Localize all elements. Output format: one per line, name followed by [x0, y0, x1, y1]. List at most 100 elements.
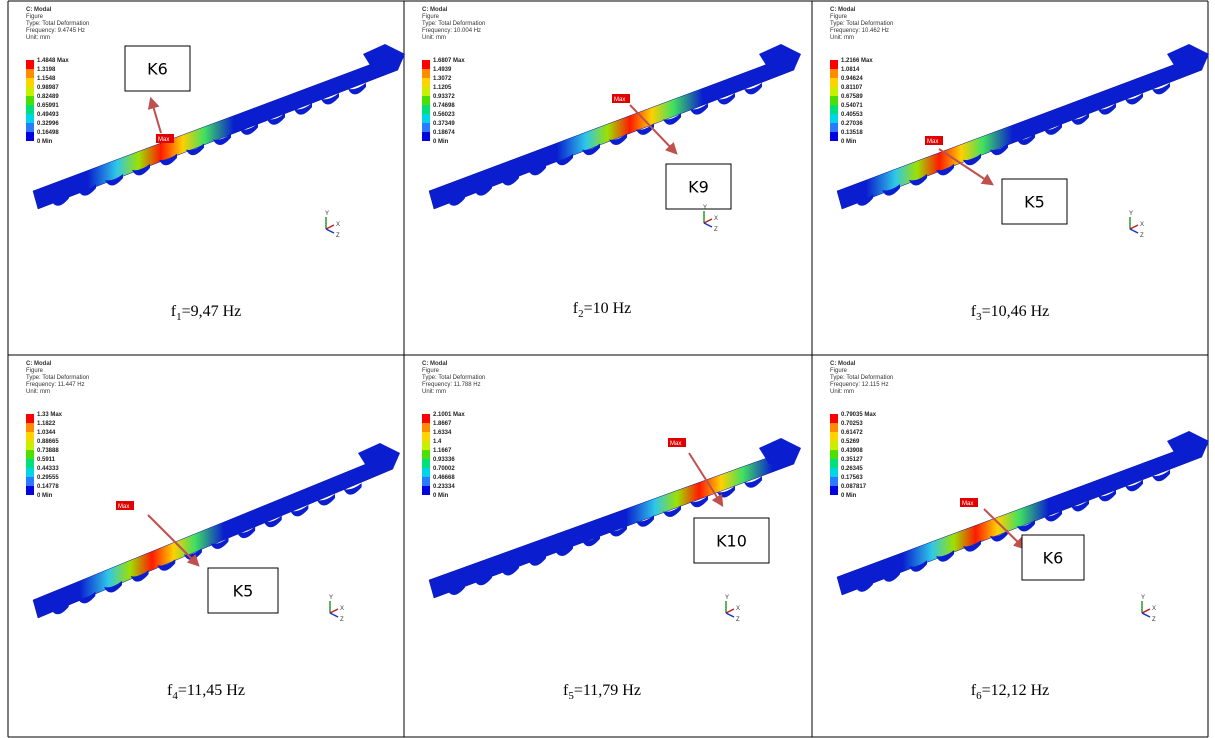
legend-swatch	[26, 414, 34, 423]
legend-label: 0 Min	[841, 493, 857, 499]
legend-swatch	[422, 132, 430, 141]
axis-x	[330, 609, 338, 613]
legend-label: 1.1548	[37, 76, 56, 82]
max-tag: Max	[614, 97, 625, 103]
figure: C: ModalFigureType: Total DeformationFre…	[0, 0, 1215, 738]
legend-swatch	[830, 477, 838, 486]
legend-swatch	[830, 123, 838, 132]
legend-swatch	[422, 114, 430, 123]
legend-swatch	[422, 468, 430, 477]
legend-label: 1.0814	[841, 67, 860, 73]
legend-swatch	[422, 423, 430, 432]
caption-rest: =9,47 Hz	[182, 303, 242, 320]
max-tag: Max	[670, 441, 681, 447]
result-header: C: Modal	[26, 361, 52, 367]
legend-swatch	[422, 432, 430, 441]
result-header: Type: Total Deformation	[830, 21, 893, 27]
legend-swatch	[830, 69, 838, 78]
beam-body	[837, 443, 1202, 595]
legend-label: 0.61472	[841, 430, 863, 436]
legend-label: 0.44333	[37, 466, 59, 472]
result-header: Frequency: 9.4745 Hz	[26, 28, 85, 34]
legend-swatch	[26, 432, 34, 441]
legend-swatch	[830, 441, 838, 450]
axis-label: X	[340, 606, 344, 612]
axis-label: X	[1140, 222, 1144, 228]
axis-label: Y	[1129, 211, 1133, 217]
axis-x	[726, 609, 734, 613]
result-header: Figure	[830, 368, 848, 374]
legend-label: 0.79035 Max	[841, 412, 877, 418]
legend-label: 0 Min	[433, 493, 449, 499]
legend-swatch	[422, 477, 430, 486]
result-header: Unit: mm	[422, 389, 446, 395]
result-header: C: Modal	[830, 361, 856, 367]
legend-label: 1.1822	[37, 421, 56, 427]
panel: C: ModalFigureType: Total DeformationFre…	[26, 7, 405, 323]
axis-z	[704, 223, 712, 227]
caption-rest: =11,79 Hz	[574, 682, 641, 699]
axis-x	[326, 225, 334, 229]
axis-label: Y	[325, 211, 329, 217]
axis-label: X	[736, 606, 740, 612]
axis-x	[1130, 225, 1138, 229]
result-header: Unit: mm	[422, 35, 446, 41]
mode-label: K6	[1043, 549, 1064, 568]
legend-label: 0 Min	[37, 139, 53, 145]
legend-label: 0.40553	[841, 112, 863, 118]
legend-swatch	[830, 423, 838, 432]
axis-label: Z	[340, 617, 344, 623]
result-header: Figure	[830, 14, 848, 20]
legend-swatch	[26, 105, 34, 114]
legend-label: 0.18674	[433, 130, 455, 136]
result-header: Type: Total Deformation	[26, 375, 89, 381]
axis-label: Y	[329, 595, 333, 601]
mode-label: K5	[1024, 193, 1045, 212]
legend-swatch	[26, 486, 34, 495]
result-header: Type: Total Deformation	[26, 21, 89, 27]
legend-swatch	[830, 114, 838, 123]
legend-label: 1.4848 Max	[37, 58, 69, 64]
axis-z	[726, 613, 734, 617]
legend-swatch	[422, 450, 430, 459]
result-header: Type: Total Deformation	[830, 375, 893, 381]
legend-swatch	[830, 60, 838, 69]
axis-z	[1130, 229, 1138, 233]
legend-label: 0.93372	[433, 94, 455, 100]
caption-rest: =10,46 Hz	[982, 303, 1050, 320]
legend-label: 1.2166 Max	[841, 58, 873, 64]
legend-label: 0 Min	[433, 139, 449, 145]
panel: C: ModalFigureType: Total DeformationFre…	[830, 361, 1209, 702]
legend-label: 0.94624	[841, 76, 863, 82]
axis-label: Z	[336, 233, 340, 239]
legend-label: 0.46668	[433, 475, 455, 481]
legend-label: 1.6334	[433, 430, 452, 436]
max-tag: Max	[962, 501, 973, 507]
legend-label: 0.13518	[841, 130, 863, 136]
result-header: Frequency: 10.004 Hz	[422, 28, 481, 34]
legend-swatch	[830, 78, 838, 87]
caption: f2=10 Hz	[573, 300, 632, 320]
result-header: Type: Total Deformation	[422, 375, 485, 381]
legend-swatch	[422, 459, 430, 468]
result-header: Figure	[26, 368, 44, 374]
max-tag: Max	[158, 137, 169, 143]
result-header: Frequency: 12.115 Hz	[830, 382, 889, 388]
axis-label: Z	[736, 617, 740, 623]
axis-z	[326, 229, 334, 233]
legend-label: 0.70253	[841, 421, 863, 427]
result-header: C: Modal	[422, 361, 448, 367]
legend-swatch	[26, 87, 34, 96]
mode-label: K10	[716, 532, 747, 551]
legend-swatch	[422, 87, 430, 96]
legend-label: 0.98987	[37, 85, 59, 91]
legend-swatch	[26, 450, 34, 459]
legend-swatch	[830, 96, 838, 105]
legend-label: 0.56023	[433, 112, 455, 118]
legend-swatch	[422, 60, 430, 69]
panel: C: ModalFigureType: Total DeformationFre…	[26, 361, 400, 702]
mode-label: K6	[147, 60, 168, 79]
legend-label: 0.23334	[433, 484, 455, 490]
caption: f3=10,46 Hz	[971, 303, 1050, 323]
